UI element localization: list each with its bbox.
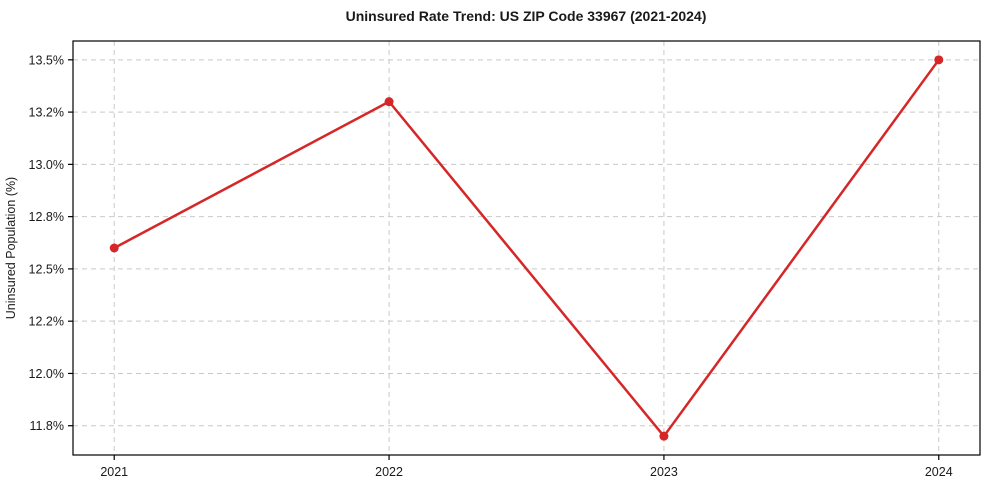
y-axis-label: Uninsured Population (%) bbox=[4, 177, 18, 319]
data-point-2024 bbox=[934, 55, 944, 65]
trend-line bbox=[112, 58, 941, 438]
tick-layer: 11.8% 12.0% 12.2% 12.5% 12.8% 13.0% 13.2% 13.5%… bbox=[29, 53, 953, 479]
y-tick-label: 11.8% bbox=[29, 419, 64, 433]
y-tick-label: 12.8% bbox=[29, 210, 64, 224]
x-tick-label: 2022 bbox=[375, 465, 403, 479]
y-tick-label: 13.5% bbox=[29, 53, 64, 67]
axes-box bbox=[72, 40, 981, 456]
y-tick-label: 12.2% bbox=[29, 315, 64, 329]
data-point-2021 bbox=[109, 243, 119, 253]
data-point-2023 bbox=[659, 431, 669, 441]
chart-title: Uninsured Rate Trend: US ZIP Code 33967 … bbox=[346, 8, 707, 24]
grid-layer bbox=[73, 41, 980, 455]
x-tick-label: 2024 bbox=[925, 465, 953, 479]
x-tick-label: 2023 bbox=[650, 465, 678, 479]
y-tick-label: 12.5% bbox=[29, 262, 64, 276]
data-point-2022 bbox=[384, 97, 394, 107]
y-tick-label: 12.0% bbox=[29, 367, 64, 381]
y-tick-label: 13.2% bbox=[29, 106, 64, 120]
y-tick-label: 13.0% bbox=[29, 158, 64, 172]
plot-border bbox=[72, 40, 981, 456]
trend-line-series bbox=[109, 55, 944, 441]
x-tick-label: 2021 bbox=[100, 465, 128, 479]
